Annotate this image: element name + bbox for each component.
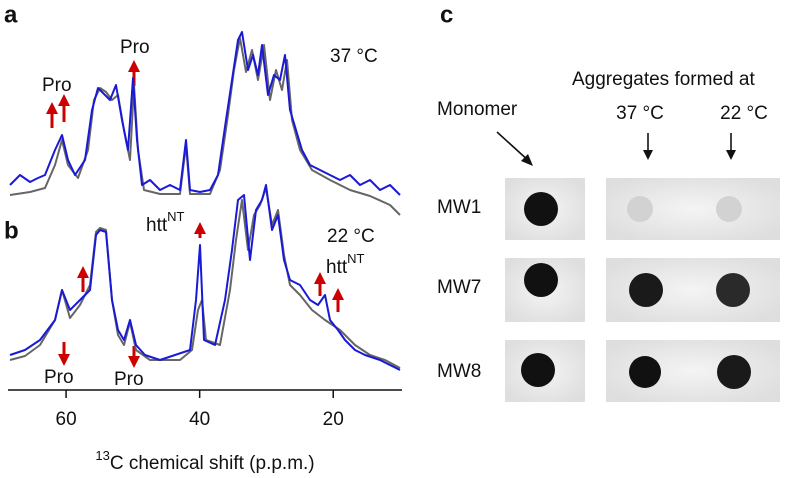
row-label: MW7 xyxy=(437,277,481,298)
spectrum-blue xyxy=(9,31,401,196)
annotation: httNT xyxy=(146,209,185,236)
column-header: Monomer xyxy=(437,99,518,120)
temperature: 22 °C xyxy=(327,226,375,247)
column-header: 37 °C xyxy=(616,103,664,124)
annotation: Pro xyxy=(114,369,144,390)
annotation: httNT xyxy=(326,251,365,278)
x-tick-label: 60 xyxy=(56,409,77,430)
pointers xyxy=(496,131,736,166)
panel-label: b xyxy=(4,217,19,244)
row-label: MW1 xyxy=(437,197,481,218)
group-header: Aggregates formed at xyxy=(572,69,755,90)
temperature: 37 °C xyxy=(330,46,378,67)
arrows xyxy=(58,222,344,368)
spectrum-blue xyxy=(9,184,401,371)
dot-blots xyxy=(505,178,780,402)
x-tick-label: 40 xyxy=(189,409,210,430)
annotation: Pro xyxy=(44,367,74,388)
annotation: Pro xyxy=(42,75,72,96)
annotation: Pro xyxy=(120,37,150,58)
panel-label: a xyxy=(4,1,18,28)
panel-label: c xyxy=(440,1,453,28)
x-axis-label: 13C chemical shift (p.p.m.) xyxy=(95,448,314,474)
column-header: 22 °C xyxy=(720,103,768,124)
row-label: MW8 xyxy=(437,361,481,382)
x-tick-label: 20 xyxy=(323,409,344,430)
x-ticks: 60 40 20 xyxy=(56,390,344,430)
